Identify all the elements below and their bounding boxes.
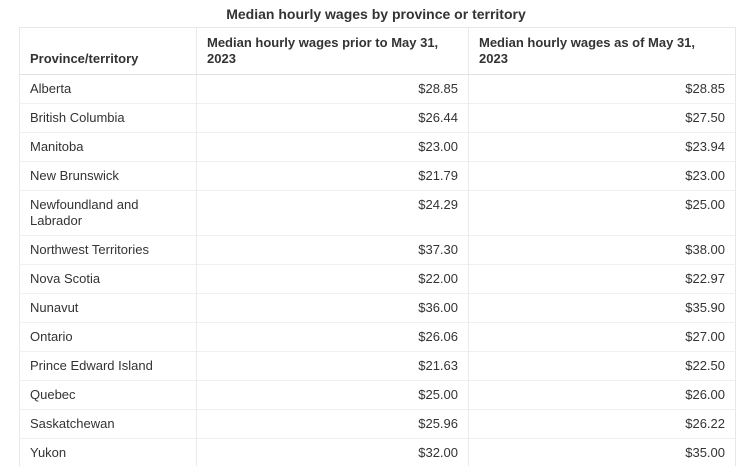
header-prior-wage: Median hourly wages prior to May 31, 202… — [196, 27, 469, 75]
cell-asof-wage: $23.94 — [468, 132, 736, 162]
cell-province: Yukon — [19, 438, 197, 466]
cell-province: Nova Scotia — [19, 264, 197, 294]
table-row: Nunavut $36.00 $35.90 — [19, 293, 736, 323]
table-row: Manitoba $23.00 $23.94 — [19, 132, 736, 162]
table-body: Alberta $28.85 $28.85 British Columbia $26.4… — [19, 74, 736, 466]
cell-province: Quebec — [19, 380, 197, 410]
cell-asof-wage: $35.00 — [468, 438, 736, 466]
cell-asof-wage: $22.50 — [468, 351, 736, 381]
cell-asof-wage: $38.00 — [468, 235, 736, 265]
cell-province: Manitoba — [19, 132, 197, 162]
cell-asof-wage: $26.22 — [468, 409, 736, 439]
cell-province: Northwest Territories — [19, 235, 197, 265]
cell-asof-wage: $27.00 — [468, 322, 736, 352]
table-row: Saskatchewan $25.96 $26.22 — [19, 409, 736, 439]
table-row: Alberta $28.85 $28.85 — [20, 74, 736, 104]
cell-province: Prince Edward Island — [19, 351, 197, 381]
cell-province: Alberta — [30, 81, 72, 96]
table-row: Quebec $25.00 $26.00 — [19, 380, 736, 410]
cell-province: Ontario — [19, 322, 197, 352]
cell-asof-wage: $22.97 — [468, 264, 736, 294]
cell-province: Newfoundland and Labrador — [19, 190, 197, 236]
cell-prior-wage: $25.96 — [196, 409, 469, 439]
table-row: Ontario $26.06 $27.00 — [19, 322, 736, 352]
table-row: Yukon $32.00 $35.00 — [19, 438, 736, 466]
table-row: Nova Scotia $22.00 $22.97 — [19, 264, 736, 294]
header-asof-wage: Median hourly wages as of May 31, 2023 — [468, 27, 736, 75]
cell-prior-wage: $23.00 — [196, 132, 469, 162]
page-title: Median hourly wages by province or terri… — [226, 6, 526, 22]
cell-prior-wage: $26.06 — [196, 322, 469, 352]
cell-prior-wage: $37.30 — [196, 235, 469, 265]
cell-prior-wage: $21.63 — [196, 351, 469, 381]
header-province: Province/territory — [19, 27, 197, 75]
table-header-row: Province/territory Median hourly wages p… — [19, 27, 736, 75]
cell-asof-wage: $28.85 — [468, 74, 736, 104]
cell-prior-wage: $26.44 — [196, 103, 469, 133]
cell-prior-wage: $24.29 — [196, 190, 469, 236]
cell-prior-wage: $28.85 — [196, 74, 469, 104]
table-row: Northwest Territories $37.30 $38.00 — [19, 235, 736, 265]
cell-prior-wage: $22.00 — [196, 264, 469, 294]
cell-asof-wage: $35.90 — [468, 293, 736, 323]
cell-province: New Brunswick — [19, 161, 197, 191]
cell-prior-wage: $25.00 — [196, 380, 469, 410]
table-row: Newfoundland and Labrador $24.29 $25.00 — [19, 190, 736, 236]
table-row: British Columbia $26.44 $27.50 — [19, 103, 736, 133]
cell-asof-wage: $23.00 — [468, 161, 736, 191]
cell-asof-wage: $25.00 — [468, 190, 736, 236]
wages-table: Province/territory Median hourly wages p… — [19, 27, 736, 466]
cell-prior-wage: $32.00 — [196, 438, 469, 466]
cell-prior-wage: $36.00 — [196, 293, 469, 323]
cell-prior-wage: $21.79 — [196, 161, 469, 191]
cell-asof-wage: $27.50 — [468, 103, 736, 133]
table-row: Prince Edward Island $21.63 $22.50 — [19, 351, 736, 381]
cell-asof-wage: $26.00 — [468, 380, 736, 410]
table-row: New Brunswick $21.79 $23.00 — [19, 161, 736, 191]
cell-province: Saskatchewan — [19, 409, 197, 439]
cell-province: Nunavut — [19, 293, 197, 323]
cell-province: British Columbia — [19, 103, 197, 133]
